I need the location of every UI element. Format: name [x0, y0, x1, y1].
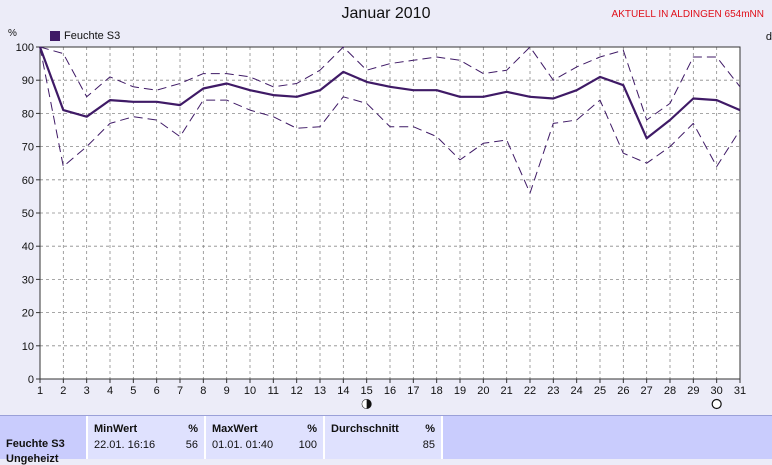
stats-min-cell: MinWert % 22.01. 16:16 56: [86, 416, 204, 459]
x-tick-label: 26: [617, 385, 629, 397]
x-tick-label: 9: [224, 385, 230, 397]
avg-value: 85: [422, 439, 435, 451]
x-tick-label: 2: [60, 385, 66, 397]
x-tick-label: 17: [407, 385, 419, 397]
stats-avg-cell: Durchschnitt % 85: [323, 416, 441, 459]
min-unit: %: [188, 423, 198, 435]
stats-row-label-second: Ungeheizt: [6, 453, 59, 465]
station-label: AKTUELL IN ALDINGEN 654mNN: [611, 9, 764, 20]
y-tick-label: 60: [22, 175, 34, 187]
x-tick-label: 25: [594, 385, 606, 397]
y-tick-label: 100: [16, 42, 34, 54]
x-tick-label: 31: [734, 385, 746, 397]
chart-title: Januar 2010: [341, 5, 431, 22]
x-tick-label: 22: [524, 385, 536, 397]
x-tick-label: 4: [107, 385, 113, 397]
right-cut-label: d: [765, 31, 772, 43]
legend-swatch: [50, 31, 60, 41]
x-tick-label: 11: [268, 385, 279, 397]
x-tick-label: 30: [711, 385, 723, 397]
x-tick-label: 15: [361, 385, 373, 397]
moon-full-marker-half: [362, 399, 367, 409]
y-tick-label: 10: [22, 341, 34, 353]
legend: Feuchte S3: [50, 30, 120, 42]
avg-unit: %: [425, 423, 435, 435]
avg-header: Durchschnitt: [331, 423, 399, 435]
moon-new-marker: [711, 398, 722, 410]
min-time: 22.01. 16:16: [94, 439, 156, 451]
x-tick-label: 3: [84, 385, 90, 397]
series-line-dashed-max: [39, 46, 741, 121]
x-tick-label: 6: [154, 385, 160, 397]
x-tick-label: 21: [501, 385, 513, 397]
y-tick-label: 70: [22, 142, 34, 154]
max-value: 100: [298, 439, 317, 451]
x-tick-label: 23: [547, 385, 559, 397]
x-tick-label: 16: [384, 385, 396, 397]
series-line-solid-thick: [38, 46, 741, 140]
max-header: MaxWert: [212, 423, 258, 435]
x-tick-label: 20: [477, 385, 489, 397]
x-tick-label: 10: [244, 385, 256, 397]
x-tick-label: 1: [37, 385, 43, 397]
x-tick-label: 7: [177, 385, 183, 397]
x-tick-label: 8: [200, 385, 206, 397]
stats-row-name: Feuchte S3 Ungeheizt: [0, 416, 86, 465]
legend-label: Feuchte S3: [64, 30, 121, 42]
y-tick-label: 0: [28, 374, 34, 386]
x-tick-label: 29: [687, 385, 699, 397]
stats-empty-area: [441, 416, 772, 459]
y-tick-label: 30: [22, 274, 34, 286]
x-tick-label: 28: [664, 385, 676, 397]
min-header: MinWert: [94, 423, 138, 435]
stats-table: Feuchte S3 Ungeheizt MinWert % 22.01. 16…: [0, 415, 772, 465]
x-tick-label: 14: [337, 385, 349, 397]
y-tick-label: 20: [22, 308, 34, 320]
stats-row-label: Feuchte S3: [6, 438, 65, 450]
y-tick-label: 80: [22, 108, 34, 120]
min-value: 56: [185, 439, 198, 451]
stats-max-cell: MaxWert % 01.01. 01:40 100: [204, 416, 323, 459]
y-tick-label: 40: [22, 241, 34, 253]
y-tick-label: 90: [22, 75, 34, 87]
x-tick-label: 18: [431, 385, 443, 397]
y-tick-label: 50: [22, 208, 34, 220]
x-tick-label: 12: [291, 385, 303, 397]
x-tick-label: 24: [571, 385, 583, 397]
max-time: 01.01. 01:40: [212, 439, 274, 451]
series-line-dashed-min: [39, 46, 741, 194]
x-tick-label: 27: [641, 385, 653, 397]
max-unit: %: [307, 423, 317, 435]
x-tick-label: 19: [454, 385, 466, 397]
x-tick-label: 13: [314, 385, 326, 397]
x-tick-label: 5: [130, 385, 136, 397]
y-axis-unit-label: %: [8, 28, 17, 39]
